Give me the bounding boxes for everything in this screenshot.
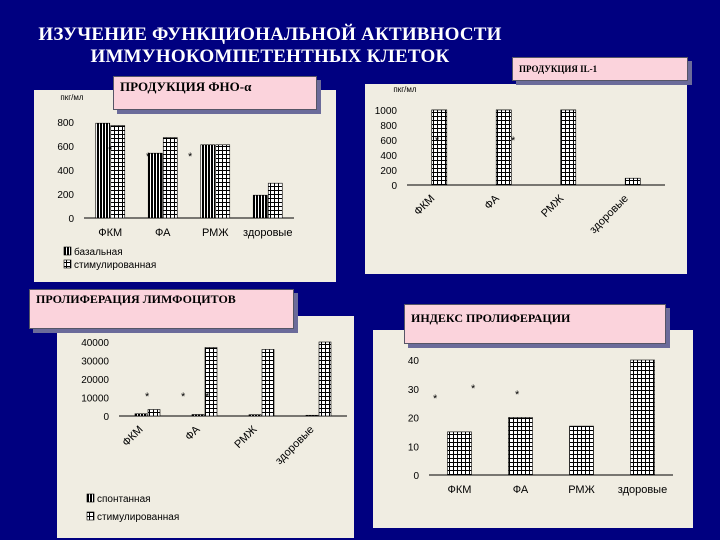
bar-index-3-0 — [630, 359, 655, 476]
prolif-label: ПРОЛИФЕРАЦИЯ ЛИМФОЦИТОВ — [29, 289, 294, 329]
bar-prolif-3-1 — [318, 341, 332, 417]
index-label: ИНДЕКС ПРОЛИФЕРАЦИИ — [404, 304, 666, 344]
bar-prolif-0-0 — [134, 413, 148, 417]
bar-il1-2-1 — [560, 109, 577, 186]
y-tick-label: 30000 — [81, 357, 109, 368]
x-tick-label: РМЖ — [539, 193, 566, 220]
x-tick-label: РМЖ — [568, 484, 595, 496]
y-tick-label: 0 — [413, 471, 419, 482]
tnf-label: ПРОДУКЦИЯ ФНО-α — [113, 76, 317, 110]
bar-index-0-0 — [447, 431, 472, 476]
significance-marker: * — [146, 151, 151, 163]
x-tick-label: ФА — [513, 484, 529, 496]
bar-il1-0-1 — [431, 109, 448, 186]
bar-tnf-3-1 — [267, 182, 283, 219]
significance-marker: * — [145, 391, 150, 403]
bar-tnf-1-0 — [147, 152, 163, 219]
x-tick-label: ФКМ — [448, 484, 472, 496]
il1-label: ПРОДУКЦИЯ IL-1 — [512, 57, 688, 81]
y-tick-label: 10 — [408, 442, 420, 453]
slide-title-line2: ИММУНОКОМПЕТЕНТНЫХ КЛЕТОК — [90, 46, 450, 67]
y-tick-label: 200 — [57, 190, 74, 201]
x-tick-label: ФКМ — [412, 193, 437, 218]
y-tick-label: 40 — [408, 356, 420, 367]
bar-tnf-2-0 — [200, 144, 216, 219]
significance-marker: * — [471, 383, 476, 395]
bar-prolif-2-0 — [248, 414, 262, 417]
significance-marker: * — [108, 145, 113, 157]
bar-il1-1-1 — [495, 109, 512, 186]
bar-index-2-0 — [569, 425, 594, 476]
bar-prolif-3-0 — [305, 414, 319, 417]
bar-prolif-0-1 — [147, 409, 161, 417]
y-tick-label: 400 — [380, 151, 397, 162]
x-tick-label: здоровые — [587, 193, 630, 236]
legend-swatch — [63, 246, 72, 256]
bar-tnf-2-1 — [215, 144, 231, 219]
bar-tnf-0-0 — [95, 122, 111, 219]
il1-chart: пкг/мл 0 200 400 600 800 1000 ФКМ ФА РМЖ здоровые *… — [375, 85, 665, 236]
x-tick-label: РМЖ — [202, 227, 229, 239]
x-tick-label: ФА — [482, 192, 502, 212]
y-tick-label: 600 — [57, 142, 74, 153]
bar-il1-3-1 — [624, 177, 641, 186]
x-tick-label: здоровые — [618, 484, 667, 496]
il1-chart-panel: пкг/мл 0 200 400 600 800 1000 ФКМ ФА РМЖ здоровые *… — [365, 84, 687, 274]
y-tick-label: 20 — [408, 414, 420, 425]
significance-marker: * — [188, 151, 193, 163]
bar-tnf-0-1 — [110, 125, 126, 219]
index-chart-panel: 0 10 20 30 40 ФКМ ФА РМЖ здоровые * * * — [373, 330, 693, 528]
x-tick-label: ФА — [155, 227, 171, 239]
bar-prolif-1-0 — [191, 414, 205, 417]
y-axis-unit: пкг/мл — [393, 85, 416, 94]
y-tick-label: 400 — [57, 166, 74, 177]
y-tick-label: 40000 — [81, 338, 109, 349]
y-tick-label: 30 — [408, 385, 420, 396]
bar-tnf-1-1 — [162, 137, 178, 219]
legend-label: спонтанная — [97, 494, 151, 505]
x-tick-label: РМЖ — [232, 424, 259, 451]
bar-index-1-0 — [508, 417, 533, 476]
x-tick-label: здоровые — [273, 424, 316, 467]
y-tick-label: 0 — [103, 412, 109, 423]
prolif-chart: 0 10000 20000 30000 40000 ФКМ ФА РМЖ здоровые * * *… — [81, 338, 347, 523]
bar-prolif-2-1 — [261, 349, 275, 417]
x-tick-label: ФА — [183, 423, 203, 443]
tnf-chart: пкг/мл 0 200 400 600 800 ФКМ ФА РМЖ здоровые * * * ба… — [57, 93, 294, 271]
significance-marker: * — [511, 135, 516, 147]
y-tick-label: 200 — [380, 166, 397, 177]
legend-label: стимулированная — [74, 260, 156, 271]
index-chart: 0 10 20 30 40 ФКМ ФА РМЖ здоровые * * * — [408, 356, 673, 496]
legend-label: базальная — [74, 246, 123, 258]
y-tick-label: 20000 — [81, 375, 109, 386]
y-axis-unit: пкг/мл — [60, 93, 83, 102]
y-tick-label: 0 — [391, 181, 397, 192]
significance-marker: * — [515, 389, 520, 401]
legend-swatch — [63, 259, 72, 269]
legend-label: стимулированная — [97, 512, 179, 523]
bar-tnf-3-0 — [252, 194, 268, 219]
y-tick-label: 800 — [380, 121, 397, 132]
y-tick-label: 1000 — [375, 106, 398, 117]
x-tick-label: ФКМ — [98, 227, 122, 239]
significance-marker: * — [181, 391, 186, 403]
y-tick-label: 600 — [380, 136, 397, 147]
significance-marker: * — [433, 393, 438, 405]
y-tick-label: 10000 — [81, 394, 109, 405]
x-tick-label: здоровые — [243, 227, 292, 239]
significance-marker: * — [435, 135, 440, 147]
significance-marker: * — [205, 391, 210, 403]
legend-swatch — [86, 511, 95, 521]
legend-swatch — [86, 493, 95, 503]
y-tick-label: 800 — [57, 118, 74, 129]
prolif-chart-panel: 0 10000 20000 30000 40000 ФКМ ФА РМЖ здоровые * * *… — [57, 316, 354, 538]
tnf-chart-panel: пкг/мл 0 200 400 600 800 ФКМ ФА РМЖ здоровые * * * ба… — [34, 90, 336, 282]
y-tick-label: 0 — [68, 214, 74, 225]
x-tick-label: ФКМ — [120, 424, 145, 449]
bar-prolif-1-1 — [204, 347, 218, 417]
slide-title-line1: ИЗУЧЕНИЕ ФУНКЦИОНАЛЬНОЙ АКТИВНОСТИ — [38, 24, 502, 45]
